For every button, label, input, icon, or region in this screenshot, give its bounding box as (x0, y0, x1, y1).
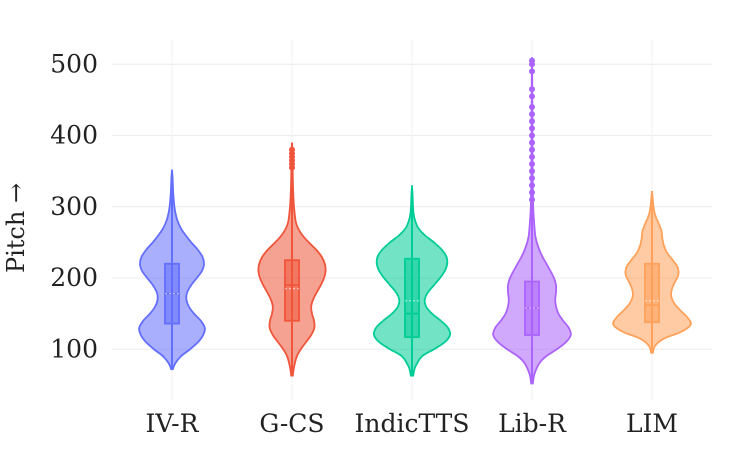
y-tick-label-500: 500 (50, 49, 98, 78)
x-axis-labels: IV-R G-CS IndicTTS Lib-R LIM (146, 409, 678, 438)
outlier-lib-r-6 (529, 153, 535, 160)
violins (138, 57, 692, 385)
outlier-lib-r-12 (529, 111, 535, 118)
x-tick-label-iv-r: IV-R (146, 409, 200, 438)
outlier-lib-r-14 (529, 93, 535, 100)
y-tick-label-200: 200 (50, 263, 98, 292)
outlier-lib-r-0 (529, 196, 535, 203)
violin-lib-r (492, 57, 572, 385)
box-lim (644, 262, 660, 324)
outlier-lib-r-8 (529, 139, 535, 146)
x-tick-label-lim: LIM (626, 409, 678, 438)
outlier-lib-r-10 (529, 125, 535, 132)
box-indictts (404, 257, 420, 339)
outlier-lib-r-3 (529, 175, 535, 182)
x-tick-label-lib-r: Lib-R (498, 409, 567, 438)
violin-g-cs (257, 142, 327, 377)
x-tick-label-g-cs: G-CS (259, 409, 324, 438)
violin-indictts (372, 185, 452, 377)
y-axis-title: Pitch → (2, 183, 30, 273)
x-tick-label-indictts: IndicTTS (355, 409, 470, 438)
violin-iv-r (138, 169, 206, 371)
outlier-lib-r-4 (529, 168, 535, 175)
outlier-lib-r-2 (529, 182, 535, 189)
box-g-cs (284, 259, 300, 322)
outlier-g-cs-5 (289, 146, 295, 153)
outlier-lib-r-11 (529, 118, 535, 125)
outlier-lib-r-1 (529, 189, 535, 196)
outlier-lib-r-16 (529, 68, 535, 75)
y-tick-label-400: 400 (50, 121, 98, 150)
outlier-lib-r-5 (529, 161, 535, 167)
outlier-lib-r-18 (529, 57, 535, 64)
y-tick-label-100: 100 (50, 334, 98, 363)
outlier-lib-r-15 (529, 86, 535, 93)
outlier-lib-r-13 (529, 104, 535, 110)
outlier-lib-r-9 (529, 132, 535, 139)
violin-lim (612, 190, 692, 354)
outlier-lib-r-7 (529, 146, 535, 153)
y-tick-label-300: 300 (50, 192, 98, 221)
y-axis-ticks: 100 200 300 400 500 (50, 49, 98, 363)
